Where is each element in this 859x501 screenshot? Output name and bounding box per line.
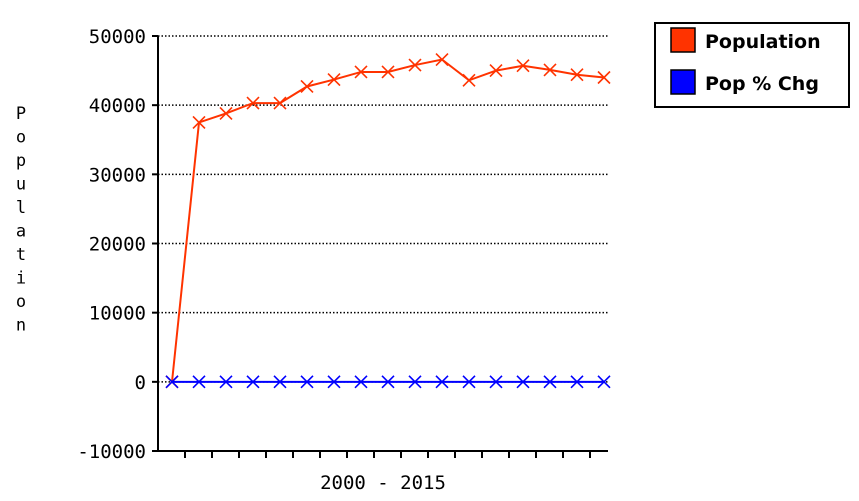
data-point — [516, 375, 530, 389]
legend-label-pop-pct-chg: Pop % Chg — [705, 73, 819, 95]
data-point — [165, 375, 179, 389]
data-point — [273, 375, 287, 389]
x-ticks — [184, 451, 591, 458]
y-tick-label: 0 — [135, 372, 146, 394]
y-tick-label: 20000 — [89, 234, 146, 256]
y-axis-label-letter: o — [16, 292, 26, 312]
y-axis-label-letter: i — [16, 269, 26, 289]
data-point — [327, 375, 341, 389]
legend-swatch-population — [670, 27, 696, 53]
y-axis-label-letter: o — [16, 128, 26, 148]
series-lines — [165, 52, 611, 389]
data-point — [597, 375, 611, 389]
data-point — [570, 375, 584, 389]
data-point — [516, 59, 530, 73]
y-tick-label: 10000 — [89, 303, 146, 325]
data-point — [597, 70, 611, 85]
data-point — [246, 375, 260, 389]
data-point — [219, 106, 233, 121]
data-point — [543, 63, 557, 77]
data-point — [219, 375, 233, 389]
y-axis-label-letter: l — [16, 198, 26, 218]
y-tick-label: -10000 — [77, 441, 146, 463]
gridlines — [158, 35, 608, 383]
y-tick-label: 50000 — [89, 26, 146, 48]
data-point — [300, 375, 314, 389]
data-point — [435, 375, 449, 389]
y-tick-label: 40000 — [89, 95, 146, 117]
data-point — [408, 58, 422, 72]
series-line — [171, 58, 605, 382]
data-point — [192, 115, 206, 130]
data-point — [300, 79, 314, 94]
y-axis-label-letter: u — [16, 175, 26, 195]
data-point — [543, 375, 557, 389]
data-point — [570, 68, 584, 82]
data-point — [408, 375, 422, 389]
data-point — [273, 96, 287, 110]
data-point — [327, 73, 341, 87]
y-axis-label-letter: p — [16, 151, 26, 171]
legend: Population Pop % Chg — [654, 22, 850, 108]
data-point — [462, 73, 476, 87]
data-point — [489, 64, 503, 78]
x-axis-label: 2000 - 2015 — [320, 472, 446, 494]
y-axis-label-letter: t — [16, 245, 26, 265]
data-point — [381, 65, 395, 79]
legend-label-population: Population — [705, 31, 821, 53]
data-point — [462, 375, 476, 389]
data-point — [354, 65, 368, 79]
series-pop-pct-chg — [165, 375, 611, 389]
y-tick-label: 30000 — [89, 164, 146, 186]
data-point — [381, 375, 395, 389]
data-point — [489, 375, 503, 389]
data-point — [354, 375, 368, 389]
data-point — [246, 96, 260, 110]
legend-swatch-pop-pct-chg — [670, 69, 696, 95]
series-population — [165, 52, 611, 389]
data-point — [435, 52, 449, 67]
y-axis-label-letter: n — [16, 316, 26, 336]
y-tick-labels: 50000 40000 30000 20000 10000 0 -10000 — [77, 26, 158, 463]
y-axis-label: Population — [16, 104, 26, 336]
y-axis-label-letter: a — [16, 222, 26, 242]
y-axis-label-letter: P — [16, 104, 26, 124]
data-point — [192, 375, 206, 389]
